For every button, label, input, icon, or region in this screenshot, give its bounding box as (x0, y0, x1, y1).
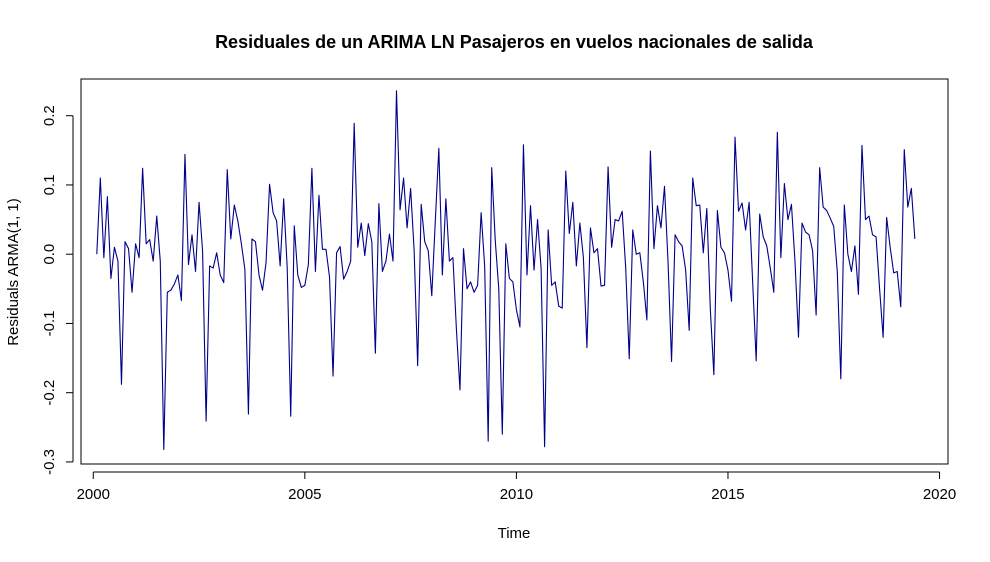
y-tick-label: 0.0 (41, 244, 58, 265)
x-tick-label: 2005 (288, 486, 321, 503)
residuals-series-line (96, 90, 916, 451)
x-axis: 2000 2005 2010 2015 2020 (77, 471, 956, 503)
x-tick-label: 2000 (77, 486, 110, 503)
plot-frame (80, 78, 949, 465)
y-axis: -0.3 -0.2 -0.1 0.0 0.1 0.2 (41, 105, 74, 475)
y-axis-title: Residuals ARMA(1, 1) (5, 198, 22, 346)
y-tick-label: -0.1 (41, 311, 58, 337)
x-axis-title: Time (498, 525, 531, 542)
chart-title: Residuales de un ARIMA LN Pasajeros en v… (215, 32, 814, 52)
y-tick-label: 0.2 (41, 105, 58, 126)
x-tick-label: 2010 (500, 486, 533, 503)
x-tick-label: 2020 (923, 486, 956, 503)
x-tick-label: 2015 (711, 486, 744, 503)
y-tick-label: 0.1 (41, 175, 58, 196)
y-tick-label: -0.3 (41, 449, 58, 475)
y-tick-label: -0.2 (41, 380, 58, 406)
